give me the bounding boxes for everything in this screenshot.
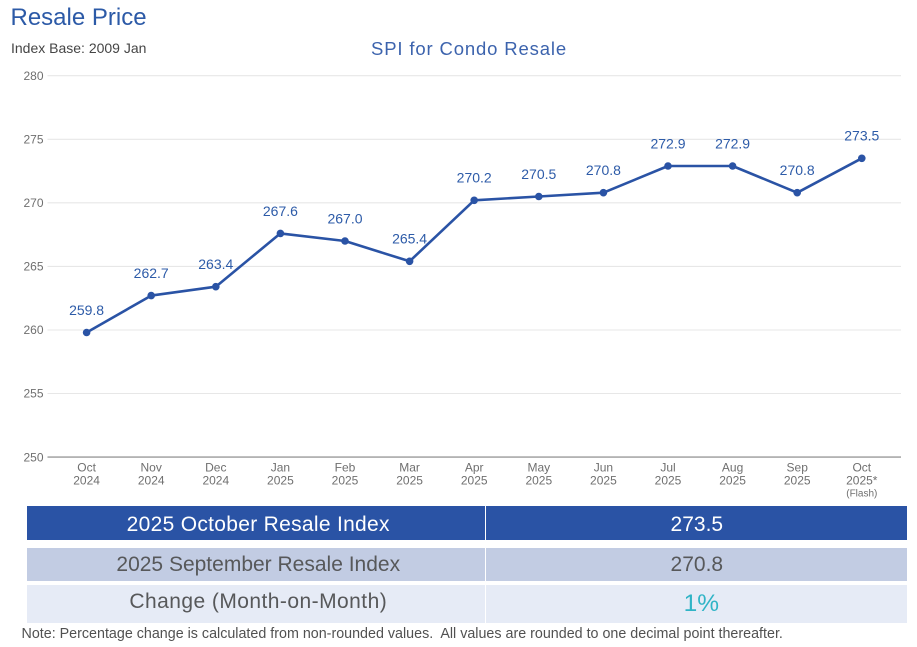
- svg-text:270.8: 270.8: [586, 162, 621, 178]
- svg-text:270.8: 270.8: [780, 162, 815, 178]
- svg-text:267.0: 267.0: [327, 210, 362, 226]
- svg-text:273.5: 273.5: [844, 128, 879, 144]
- svg-text:272.9: 272.9: [650, 135, 685, 151]
- svg-text:Apr: Apr: [465, 461, 484, 475]
- svg-text:2025: 2025: [590, 473, 617, 487]
- svg-text:2025*: 2025*: [846, 473, 878, 487]
- svg-text:(Flash): (Flash): [846, 489, 877, 500]
- svg-text:260: 260: [23, 323, 43, 337]
- svg-text:Sep: Sep: [787, 461, 809, 475]
- svg-text:Oct: Oct: [852, 461, 871, 475]
- svg-text:2025: 2025: [655, 473, 682, 487]
- svg-text:May: May: [527, 461, 550, 475]
- svg-text:272.9: 272.9: [715, 135, 750, 151]
- svg-text:2025: 2025: [719, 473, 746, 487]
- svg-text:265.4: 265.4: [392, 231, 427, 247]
- svg-text:Feb: Feb: [335, 461, 356, 475]
- svg-text:259.8: 259.8: [69, 302, 104, 318]
- svg-text:255: 255: [23, 387, 43, 401]
- svg-text:Jun: Jun: [594, 461, 613, 475]
- svg-text:263.4: 263.4: [198, 256, 233, 272]
- svg-text:262.7: 262.7: [134, 265, 169, 281]
- svg-text:2025: 2025: [461, 473, 488, 487]
- svg-text:265: 265: [23, 260, 43, 274]
- svg-text:2025: 2025: [267, 473, 294, 487]
- svg-text:2025: 2025: [332, 473, 359, 487]
- svg-text:270: 270: [23, 196, 43, 210]
- svg-text:Nov: Nov: [141, 461, 162, 475]
- svg-text:Oct: Oct: [77, 461, 96, 475]
- svg-text:267.6: 267.6: [263, 203, 298, 219]
- svg-text:Mar: Mar: [399, 461, 420, 475]
- svg-text:2024: 2024: [73, 473, 100, 487]
- svg-text:Aug: Aug: [722, 461, 743, 475]
- svg-text:Jan: Jan: [271, 461, 290, 475]
- svg-text:270.5: 270.5: [521, 166, 556, 182]
- svg-text:250: 250: [23, 450, 43, 464]
- svg-text:2025: 2025: [396, 473, 423, 487]
- svg-text:Dec: Dec: [205, 461, 226, 475]
- svg-text:2024: 2024: [138, 473, 165, 487]
- svg-text:270.2: 270.2: [457, 170, 492, 186]
- svg-text:Jul: Jul: [660, 461, 675, 475]
- svg-text:2025: 2025: [784, 473, 811, 487]
- svg-text:2025: 2025: [525, 473, 552, 487]
- svg-text:2024: 2024: [202, 473, 229, 487]
- svg-text:280: 280: [23, 69, 43, 83]
- svg-text:275: 275: [23, 133, 43, 147]
